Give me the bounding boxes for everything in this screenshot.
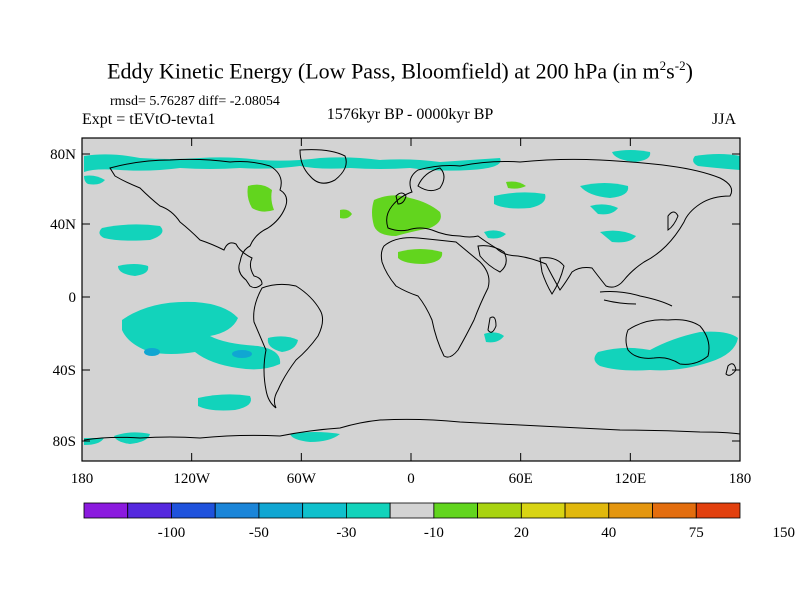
anomaly-patch (247, 184, 274, 212)
colorbar-swatch (83, 502, 129, 519)
colorbar-swatch (214, 502, 260, 519)
title-main: Eddy Kinetic Energy (Low Pass, Bloomfiel… (107, 58, 660, 84)
title-close: ) (685, 58, 693, 84)
anomaly-patch (484, 230, 506, 239)
coastline-australia (625, 319, 710, 365)
colorbar-swatch (302, 502, 347, 519)
colorbar-swatch (695, 502, 741, 519)
lon-tick-label: 60W (287, 471, 317, 487)
lon-tick-label: 120E (614, 471, 646, 487)
colorbar-label: 20 (514, 525, 529, 541)
figure-title: Eddy Kinetic Energy (Low Pass, Bloomfiel… (0, 58, 800, 84)
lon-tick-label: 120W (173, 471, 211, 487)
lat-tick-label: 0 (69, 290, 77, 306)
anomaly-patch (372, 195, 441, 236)
coastline-scandinavia (417, 167, 445, 192)
coastline-eurasia (386, 158, 733, 291)
colorbar-swatch (564, 502, 610, 519)
title-sup-1: 2 (659, 58, 667, 73)
colorbar-label: -50 (249, 525, 269, 541)
anomaly-patch (84, 154, 501, 172)
colorbar-swatch (608, 502, 653, 519)
anomaly-patch (99, 224, 163, 241)
colorbar-swatch (389, 502, 435, 519)
colorbar-label: 75 (689, 525, 704, 541)
lon-tick-label: 0 (407, 471, 415, 487)
coastline-madagascar (487, 316, 497, 333)
title-sup-2: -2 (674, 58, 686, 73)
stats-label: rmsd= 5.76287 diff= -2.08054 (110, 94, 280, 109)
lon-tick-label: 180 (71, 471, 94, 487)
coastline-south-america (253, 283, 324, 409)
anomaly-patch (114, 432, 150, 444)
coastline-india (539, 257, 565, 295)
colorbar-swatch (345, 502, 391, 519)
coastline-africa (380, 237, 490, 358)
coastline-north-america (109, 158, 288, 289)
experiment-label: Expt = tEVtO-tevta1 (82, 111, 216, 128)
anomaly-patch (580, 183, 629, 198)
lat-tick-label: 80S (53, 434, 76, 450)
anomaly-patch (340, 209, 352, 219)
coastline-antarctica (83, 418, 741, 441)
colorbar-labels: -100 -50 -30 -10 20 40 75 150 (158, 525, 795, 541)
anomaly-patch (590, 204, 618, 215)
colorbar-swatch (127, 502, 172, 519)
anomaly-patch (506, 181, 526, 189)
anomaly-patch (290, 432, 340, 442)
colorbar-swatch (520, 502, 566, 519)
colorbar-swatch (652, 502, 697, 519)
colorbar-label: -10 (424, 525, 444, 541)
anomaly-patch (267, 336, 298, 352)
lon-tick-label: 60E (509, 471, 533, 487)
anomaly-patch (118, 264, 149, 276)
strong-negative-fields (144, 348, 252, 358)
positive-anomaly-fields (247, 181, 526, 264)
coastline-greenland (299, 149, 347, 184)
map-background (82, 138, 740, 461)
anomaly-patch (398, 249, 443, 264)
anomaly-patch (494, 192, 546, 209)
colorbar-label: 40 (601, 525, 616, 541)
coastline-british-isles (395, 192, 407, 205)
coastline-japan (667, 211, 679, 231)
colorbar-swatch (433, 502, 479, 519)
anomaly-patch (612, 150, 651, 162)
anomaly-patch (232, 350, 252, 358)
colorbar-swatch (258, 502, 304, 519)
anomaly-patch (693, 154, 740, 170)
lat-tick-label: 40S (53, 363, 76, 379)
title-mid: s (666, 58, 675, 84)
colorbar-label: -100 (158, 525, 186, 541)
lat-tick-label: 80N (50, 147, 76, 163)
coastline-indonesia (599, 291, 673, 307)
anomaly-patch (144, 348, 160, 356)
lat-tick-label: 40N (50, 217, 76, 233)
season-label: JJA (712, 111, 737, 128)
colorbar-swatch (477, 502, 522, 519)
longitude-ticks: 180 120W 60W 0 60E 120E 180 (71, 138, 752, 487)
anomaly-patch (600, 230, 636, 243)
anomaly-patch (484, 332, 504, 343)
colorbar (83, 502, 741, 519)
lon-tick-label: 180 (729, 471, 752, 487)
coastlines (83, 149, 741, 441)
anomaly-patch (84, 175, 105, 185)
anomaly-patch (594, 331, 738, 371)
anomaly-patch (198, 394, 251, 411)
colorbar-label: 150 (772, 525, 795, 541)
colorbar-label: -30 (336, 525, 356, 541)
period-label: 1576kyr BP - 0000kyr BP (326, 106, 494, 123)
coastline-arabia (477, 245, 507, 273)
latitude-ticks: 80N 40N 0 40S 80S (50, 147, 740, 450)
colorbar-swatch (171, 502, 216, 519)
